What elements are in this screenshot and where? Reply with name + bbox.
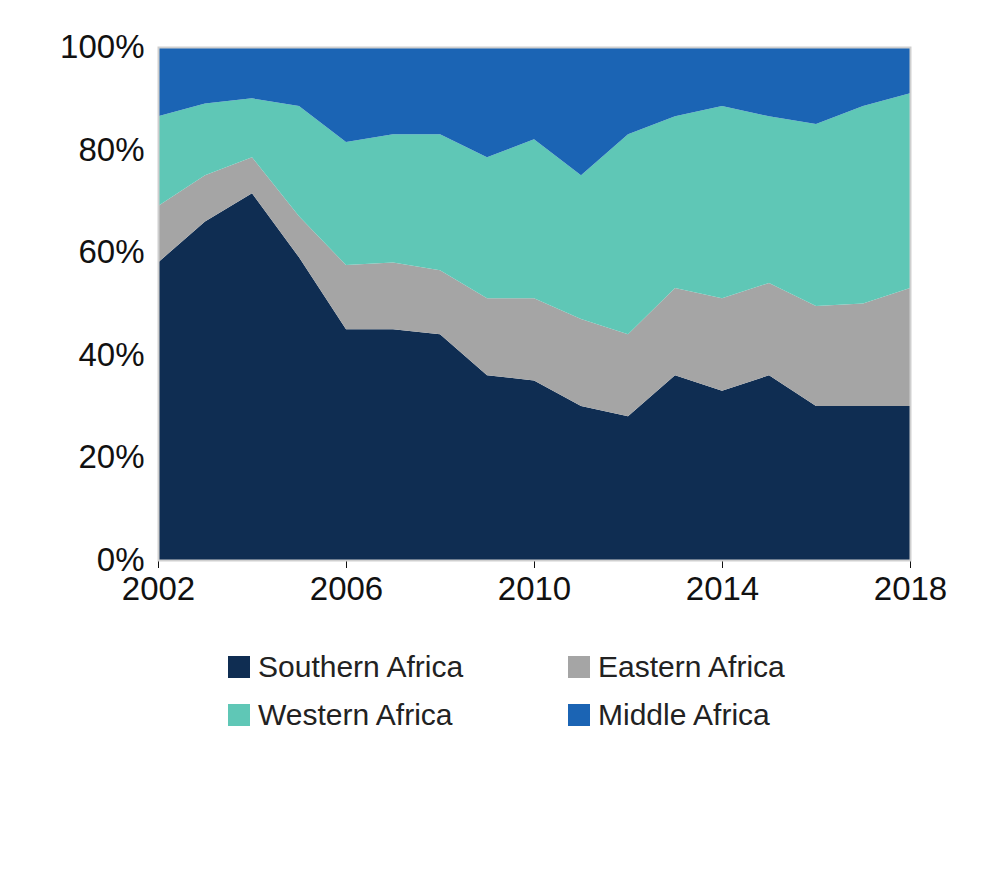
svg-text:0%: 0% <box>96 541 145 579</box>
html-text:Eastern Africa: Eastern Africa <box>598 650 785 683</box>
svg-text:2002: 2002 <box>122 570 195 607</box>
svg-text:2010: 2010 <box>498 570 571 607</box>
svg-text:20%: 20% <box>78 438 144 475</box>
svg-text:60%: 60% <box>78 233 144 270</box>
svg-text:2006: 2006 <box>310 570 383 607</box>
svg-text:100%: 100% <box>60 28 144 65</box>
html-text:Southern Africa: Southern Africa <box>258 650 464 683</box>
svg-text:80%: 80% <box>78 131 144 168</box>
svg-text:40%: 40% <box>78 336 144 373</box>
html-text:Western Africa: Western Africa <box>258 698 453 731</box>
svg-text:2018: 2018 <box>874 570 947 607</box>
svg-text:2014: 2014 <box>686 570 759 607</box>
html-text:Middle Africa: Middle Africa <box>598 698 770 731</box>
